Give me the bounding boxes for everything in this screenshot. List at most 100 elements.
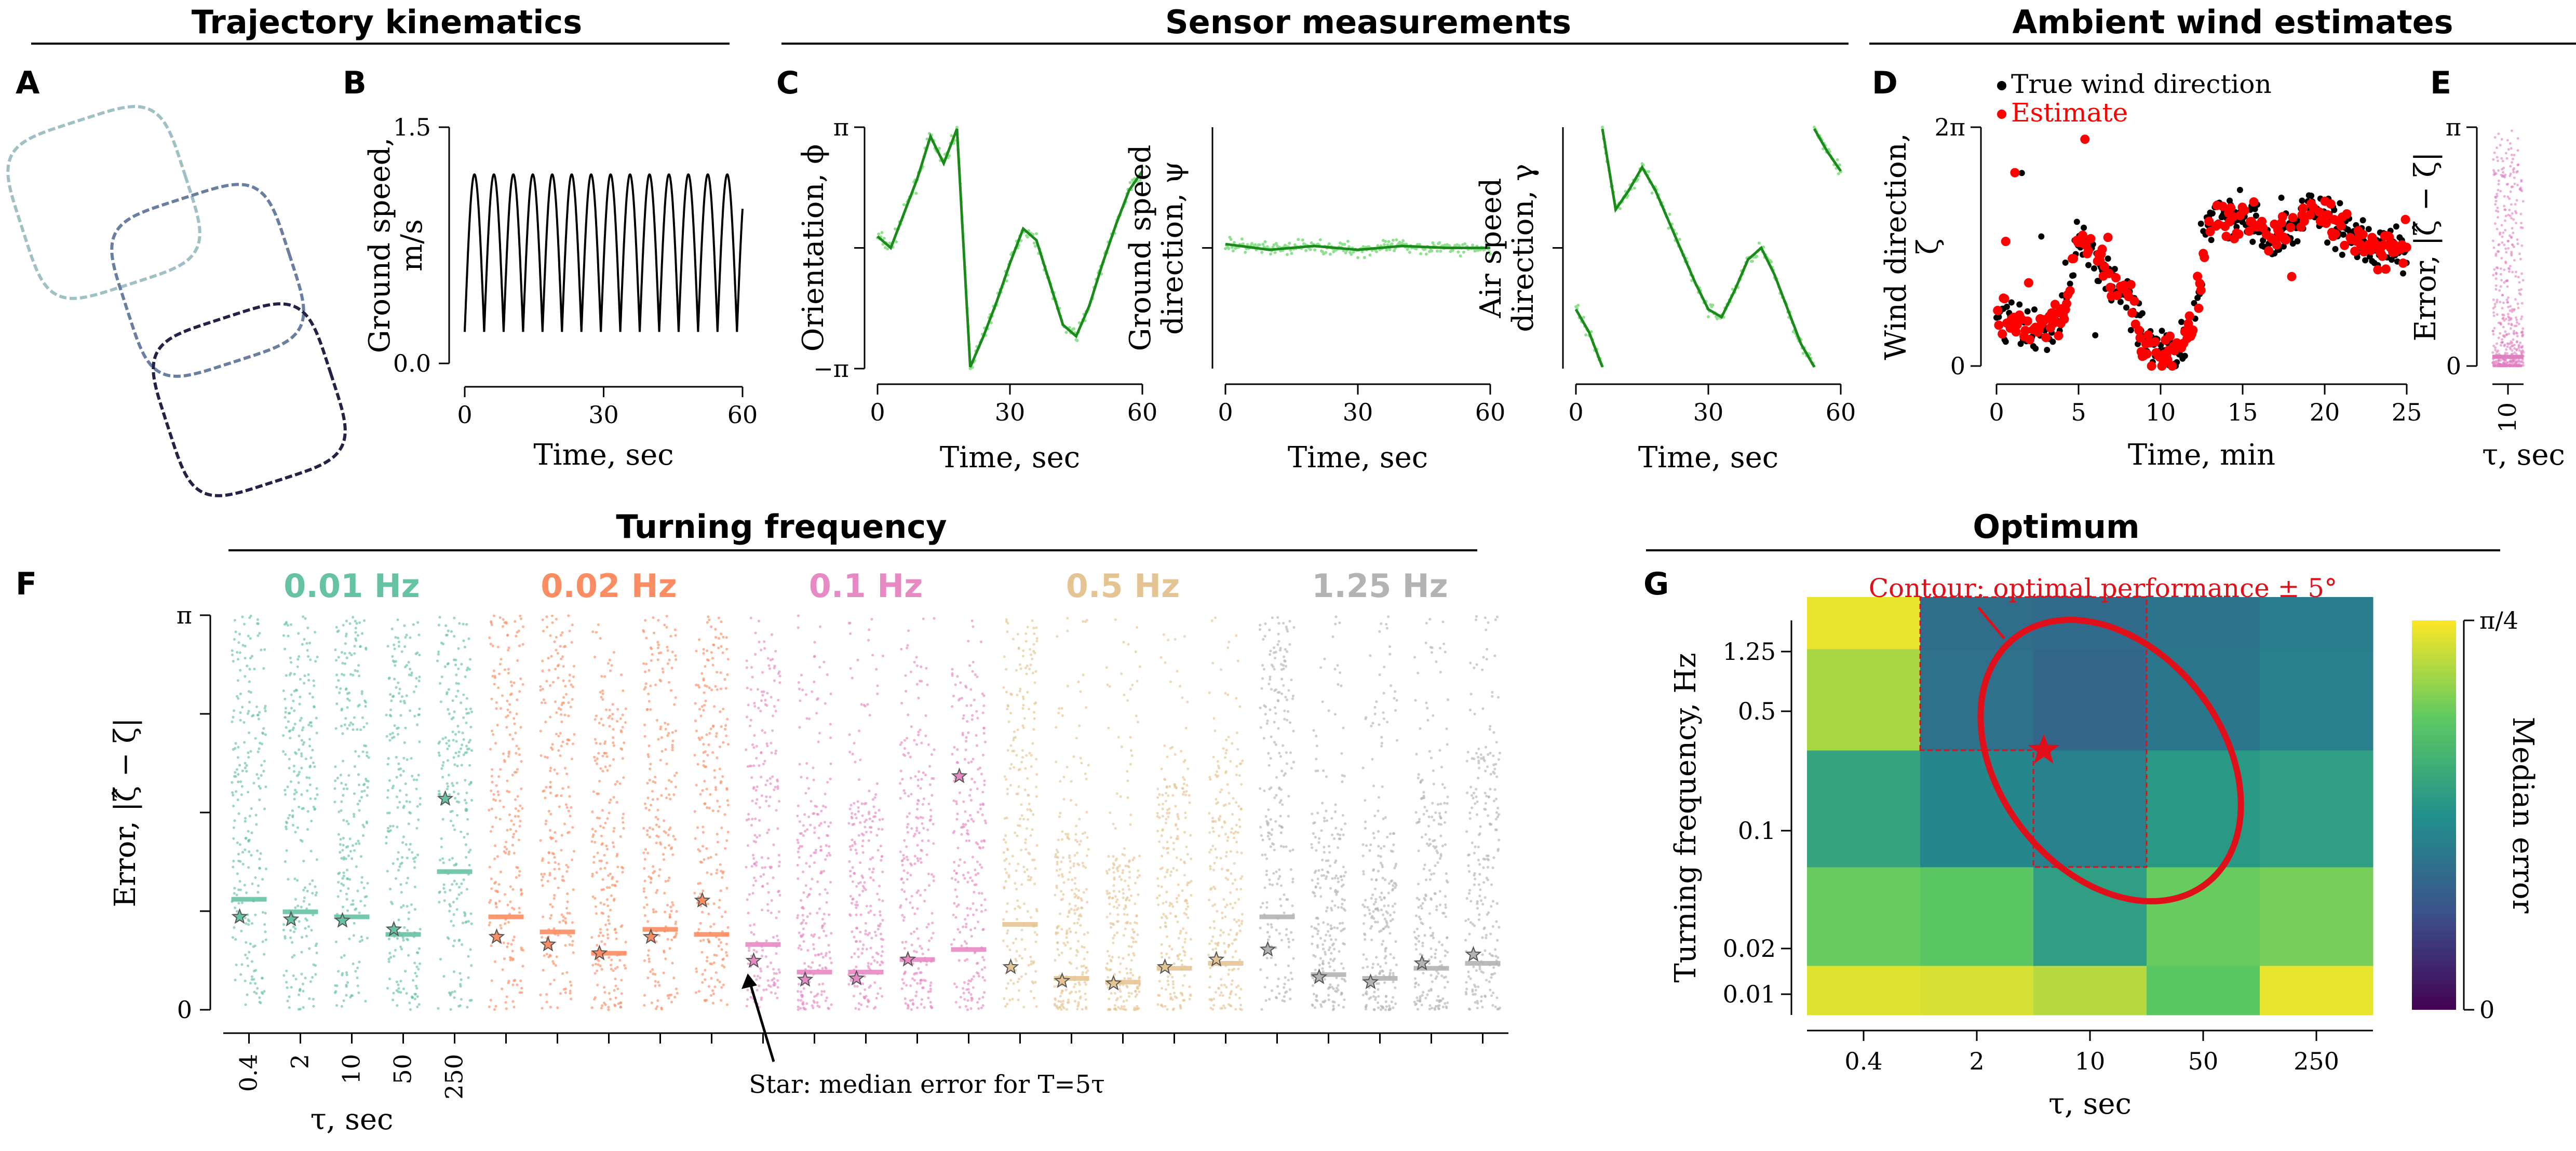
error-dot	[654, 980, 657, 983]
true-wind-dot	[2002, 338, 2009, 345]
error-dot	[853, 984, 856, 988]
error-dot	[2498, 233, 2501, 236]
error-dot	[702, 845, 705, 848]
error-dot	[452, 790, 456, 793]
error-dot	[314, 964, 317, 967]
error-dot	[255, 849, 259, 852]
error-dot	[773, 984, 776, 987]
error-dot	[297, 1008, 300, 1011]
error-dot	[462, 639, 465, 642]
error-dot	[663, 891, 666, 895]
error-dot	[404, 636, 407, 639]
error-dot	[2494, 203, 2497, 206]
measurement-dot	[1436, 249, 1439, 253]
error-dot	[875, 997, 878, 1000]
error-dot	[415, 965, 419, 968]
error-dot	[450, 630, 453, 633]
error-dot	[2511, 212, 2514, 215]
y-axis-label: Ground speed,m/s	[363, 138, 429, 354]
error-dot	[810, 991, 813, 994]
error-dot	[671, 739, 675, 742]
error-dot	[711, 1001, 714, 1005]
error-dot	[465, 708, 468, 711]
error-dot	[706, 658, 709, 661]
smoothed-line	[1225, 242, 1490, 251]
error-dot	[516, 659, 519, 662]
error-dot	[760, 998, 763, 1001]
error-dot	[390, 699, 393, 702]
error-dot	[303, 886, 307, 889]
error-dot	[245, 941, 248, 944]
error-dot	[2510, 345, 2513, 347]
error-dot	[597, 963, 600, 966]
error-dot	[827, 944, 830, 947]
y-tick-label: 2π	[1935, 113, 1966, 141]
error-dot	[2507, 305, 2510, 308]
error-dot	[309, 756, 313, 760]
error-dot	[752, 857, 756, 860]
error-dot	[856, 800, 859, 803]
error-dot	[710, 651, 713, 654]
error-dot	[865, 904, 868, 908]
error-dot	[345, 983, 348, 987]
error-dot	[308, 903, 311, 906]
error-dot	[387, 757, 390, 760]
error-dot	[250, 922, 254, 925]
error-dot	[2512, 157, 2515, 160]
error-dot	[395, 980, 399, 983]
error-dot	[800, 906, 804, 910]
error-dot	[811, 1004, 814, 1007]
error-dot	[760, 954, 763, 957]
error-dot	[710, 688, 713, 692]
error-dot	[594, 718, 597, 721]
error-dot	[497, 793, 500, 796]
error-dot	[233, 638, 236, 641]
measurement-dot	[1390, 242, 1394, 246]
error-dot	[2495, 266, 2498, 269]
measurement-dot	[1313, 248, 1317, 252]
error-dot	[385, 713, 388, 716]
error-dot	[470, 798, 474, 802]
error-dot	[263, 807, 266, 810]
error-dot	[306, 889, 309, 892]
error-dot	[308, 997, 311, 1000]
error-dot	[2505, 279, 2508, 282]
error-dot	[854, 903, 857, 906]
error-dot	[407, 822, 410, 825]
error-dot	[2515, 270, 2517, 274]
error-dot	[651, 790, 654, 793]
error-dot	[669, 634, 672, 638]
error-dot	[512, 681, 516, 684]
error-dot	[514, 807, 518, 810]
error-dot	[463, 911, 466, 914]
error-dot	[399, 700, 402, 703]
error-dot	[819, 872, 822, 875]
error-dot	[607, 919, 610, 922]
true-wind-dot	[2117, 299, 2124, 305]
error-dot	[876, 953, 880, 956]
error-dot	[760, 856, 763, 859]
error-dot	[345, 787, 349, 790]
error-dot	[663, 819, 666, 822]
error-dot	[2518, 281, 2521, 284]
error-dot	[403, 741, 406, 744]
error-dot	[388, 887, 392, 890]
error-dot	[353, 765, 356, 768]
error-dot	[776, 935, 779, 938]
error-dot	[671, 651, 674, 654]
true-wind-dot	[2105, 255, 2111, 262]
error-dot	[366, 786, 369, 789]
error-dot	[465, 888, 469, 891]
error-dot	[592, 861, 596, 864]
error-dot	[821, 925, 824, 928]
error-dot	[335, 1004, 339, 1007]
error-dot	[362, 825, 366, 829]
error-dot	[417, 1003, 421, 1006]
error-dot	[395, 776, 398, 779]
error-dot	[463, 798, 467, 802]
error-dot	[723, 813, 726, 816]
error-dot	[607, 915, 610, 918]
error-dot	[749, 996, 752, 999]
error-dot	[674, 786, 677, 789]
error-dot	[354, 750, 357, 753]
